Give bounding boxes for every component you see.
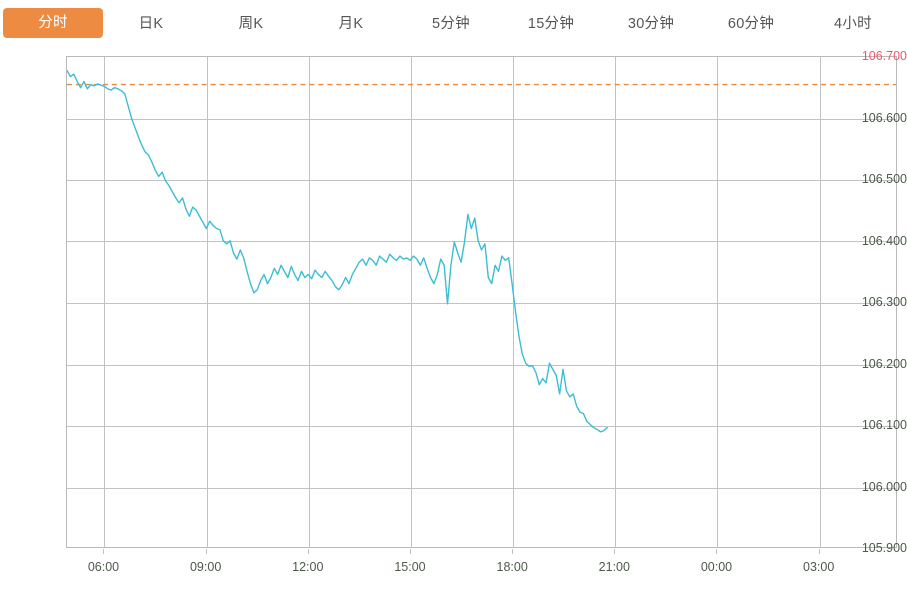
chart-plot-area[interactable] [66,56,897,548]
tab-60min[interactable]: 60分钟 [709,9,793,39]
x-axis-tick-label: 03:00 [803,560,835,574]
x-axis-tick-mark [614,549,615,554]
tab-label: 4小时 [834,16,872,32]
x-axis-tick-mark [819,549,820,554]
y-axis-tick-label: 106.200 [861,356,907,371]
x-axis-tick-mark [206,549,207,554]
tab-label: 60分钟 [727,16,775,32]
tab-30min[interactable]: 30分钟 [609,9,693,39]
x-axis-tick-label: 09:00 [189,560,222,574]
tab-5min[interactable]: 5分钟 [415,9,487,39]
tab-daily-k[interactable]: 日K [121,9,181,39]
x-axis-tick-label: 12:00 [292,560,324,574]
tab-label: 30分钟 [627,16,675,32]
horizontal-gridline [67,365,896,366]
x-axis-tick-mark [410,549,411,554]
tab-4hour[interactable]: 4小时 [817,9,889,39]
y-axis-tick-label: 106.700 [861,49,907,63]
vertical-gridline [309,57,310,547]
horizontal-gridline [67,241,896,242]
tab-label: 15分钟 [527,16,575,32]
x-axis-tick-label: 21:00 [598,560,630,574]
vertical-gridline [207,57,208,547]
horizontal-gridline [67,180,896,181]
tab-label: 月K [338,16,364,32]
reference-line-layer [67,83,896,86]
x-axis-tick-mark [103,549,104,554]
y-axis-tick-label: 106.000 [861,479,907,494]
y-axis-tick-label: 106.500 [861,172,907,186]
timeframe-tab-bar: 分时 日K 周K 月K 5分钟 15分钟 30分钟 60分钟 4小时 [0,0,907,44]
tab-monthly-k[interactable]: 月K [321,9,381,39]
x-axis-tick-label: 18:00 [496,560,528,574]
horizontal-gridline [67,488,896,489]
y-axis-tick-label: 106.600 [861,110,907,125]
x-axis-tick-mark [716,549,717,554]
vertical-gridline [104,57,105,547]
x-axis-tick-label: 00:00 [700,560,733,574]
x-axis-tick-label: 06:00 [87,560,120,574]
x-axis-tick-label: 15:00 [394,560,426,574]
price-line-layer [67,69,608,433]
horizontal-gridline [67,119,896,120]
y-axis-tick-label: 106.300 [861,295,907,309]
tab-weekly-k[interactable]: 周K [221,9,281,39]
vertical-gridline [411,57,412,547]
tab-15min[interactable]: 15分钟 [509,9,593,39]
vertical-gridline [820,57,821,547]
vertical-gridline [717,57,718,547]
vertical-gridline [513,57,514,547]
x-axis-tick-mark [308,549,309,554]
horizontal-gridline [67,303,896,304]
tab-label: 5分钟 [432,16,470,32]
price-chart: 106.700 106.600 106.500 106.400 106.300 106.2… [0,44,907,593]
y-axis-tick-label: 105.900 [861,541,907,555]
tab-label: 日K [138,16,164,32]
tab-intraday[interactable]: 分时 [3,8,103,38]
vertical-gridline [615,57,616,547]
x-axis-tick-mark [512,549,513,554]
price-line [67,69,608,433]
tab-label: 周K [238,16,264,32]
y-axis-tick-label: 106.400 [861,233,907,248]
tab-label: 分时 [38,15,68,31]
y-axis-tick-label: 106.100 [861,418,907,432]
horizontal-gridline [67,426,896,427]
